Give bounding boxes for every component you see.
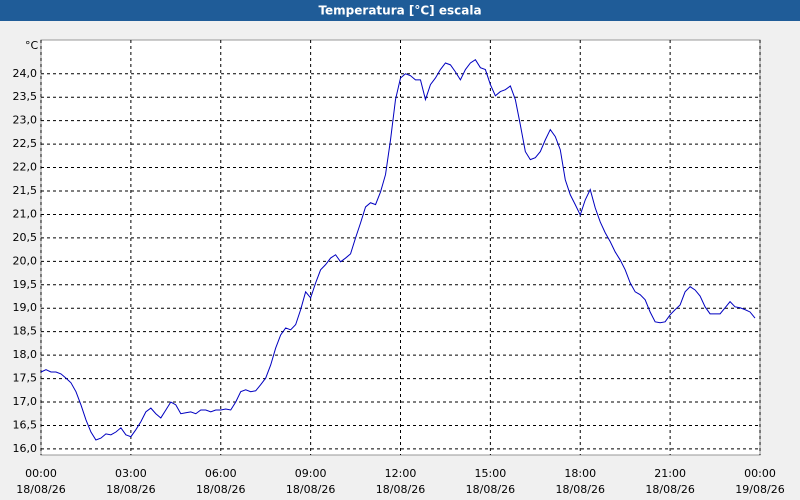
x-tick-date: 18/08/26 (466, 483, 515, 496)
x-tick-label: 03:00 (115, 467, 147, 480)
y-tick-label: 18,5 (13, 325, 38, 338)
x-tick-date: 18/08/26 (16, 483, 65, 496)
x-tick-date: 18/08/26 (286, 483, 335, 496)
x-tick-date: 18/08/26 (106, 483, 155, 496)
x-tick-label: 09:00 (295, 467, 327, 480)
y-tick-label: 24,0 (13, 67, 38, 80)
chart-title: Temperatura [°C] escala (318, 4, 481, 18)
y-tick-label: 16,0 (13, 442, 38, 455)
plot-area (40, 39, 761, 456)
y-tick-label: 22,0 (13, 161, 38, 174)
y-tick-label: 21,0 (13, 207, 38, 220)
y-tick-label: 16,5 (13, 418, 38, 431)
x-tick-label: 12:00 (385, 467, 417, 480)
x-tick-label: 15:00 (475, 467, 507, 480)
y-tick-label: 23,5 (13, 90, 38, 103)
y-unit-label: °C (25, 39, 39, 52)
y-tick-label: 19,5 (13, 278, 38, 291)
title-bar (0, 0, 800, 21)
x-tick-label: 06:00 (205, 467, 237, 480)
y-tick-label: 22,5 (13, 137, 38, 150)
x-tick-label: 18:00 (564, 467, 596, 480)
x-tick-date: 18/08/26 (196, 483, 245, 496)
x-tick-date: 18/08/26 (376, 483, 425, 496)
y-tick-label: 20,0 (13, 254, 38, 267)
y-tick-label: 21,5 (13, 184, 38, 197)
x-tick-date: 18/08/26 (645, 483, 694, 496)
y-tick-label: 17,0 (13, 395, 38, 408)
x-tick-date: 18/08/26 (556, 483, 605, 496)
x-tick-label: 00:00 (744, 467, 776, 480)
x-tick-label: 00:00 (25, 467, 57, 480)
x-tick-date: 19/08/26 (735, 483, 784, 496)
y-tick-label: 19,0 (13, 301, 38, 314)
y-tick-label: 23,0 (13, 114, 38, 127)
data-line (40, 58, 756, 441)
y-tick-label: 20,5 (13, 231, 38, 244)
x-tick-label: 21:00 (654, 467, 686, 480)
y-tick-label: 18,0 (13, 348, 38, 361)
y-tick-label: 17,5 (13, 372, 38, 385)
